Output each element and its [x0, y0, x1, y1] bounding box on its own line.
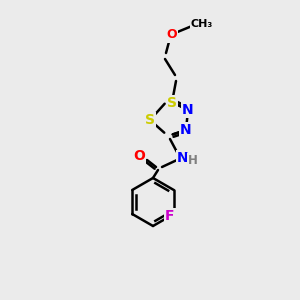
Text: H: H: [188, 154, 198, 166]
Text: N: N: [180, 123, 192, 137]
Text: O: O: [167, 28, 177, 41]
Text: N: N: [177, 151, 189, 165]
Text: CH₃: CH₃: [191, 19, 213, 29]
Text: O: O: [133, 149, 145, 163]
Text: F: F: [165, 209, 175, 223]
Text: S: S: [167, 96, 177, 110]
Text: N: N: [182, 103, 194, 117]
Text: S: S: [145, 113, 155, 127]
